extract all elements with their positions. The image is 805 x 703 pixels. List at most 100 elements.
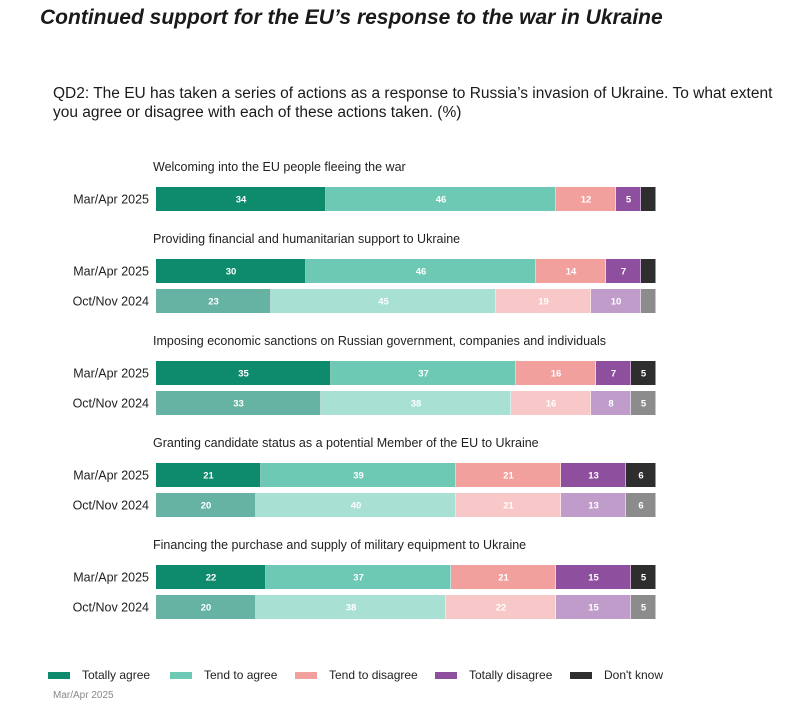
bar-segment — [626, 493, 656, 517]
bar-segment — [516, 361, 596, 385]
data-label: 45 — [378, 297, 389, 308]
group-label: Providing financial and humanitarian sup… — [153, 232, 460, 246]
bar-segment — [456, 463, 561, 487]
bar-segment — [266, 565, 451, 589]
bar-segment — [626, 463, 656, 487]
bar-segment — [496, 289, 591, 313]
data-label: 46 — [436, 195, 447, 206]
bar-segment — [631, 361, 656, 385]
data-label: 33 — [233, 399, 244, 410]
data-label: 35 — [238, 369, 249, 380]
data-label: 21 — [203, 471, 214, 482]
data-label: 7 — [621, 267, 626, 278]
bar-segment — [606, 259, 641, 283]
legend-swatch — [170, 671, 192, 679]
data-label: 19 — [538, 297, 549, 308]
legend-item-dont-know: Don't know — [570, 666, 663, 684]
legend-item-totally-disagree: Totally disagree — [435, 666, 552, 684]
group-label: Imposing economic sanctions on Russian g… — [153, 334, 606, 348]
data-label: 14 — [566, 267, 577, 278]
bar-segment — [156, 595, 256, 619]
bar-segment — [446, 595, 556, 619]
data-label: 20 — [201, 501, 212, 512]
data-label: 13 — [588, 501, 599, 512]
chart-title: Continued support for the EU’s response … — [40, 6, 663, 29]
period-label: Mar/Apr 2025 — [73, 469, 149, 483]
bar-segment — [596, 361, 631, 385]
period-label: Oct/Nov 2024 — [73, 499, 149, 513]
data-label: 22 — [496, 603, 507, 614]
legend-item-totally-agree: Totally agree — [48, 666, 150, 684]
period-label: Mar/Apr 2025 — [73, 367, 149, 381]
bar-segment — [321, 391, 511, 415]
bar-segment — [561, 463, 626, 487]
legend-swatch — [435, 671, 457, 679]
bar-segment — [156, 187, 326, 211]
data-label: 30 — [226, 267, 237, 278]
legend-swatch — [48, 671, 70, 679]
data-label: 8 — [608, 399, 613, 410]
bar-segment — [556, 565, 631, 589]
bar-segment — [261, 463, 456, 487]
data-label: 22 — [206, 573, 217, 584]
bar-segment — [256, 493, 456, 517]
bar-segment — [156, 289, 271, 313]
data-label: 39 — [353, 471, 364, 482]
bar-segment — [591, 391, 631, 415]
bar-segment — [556, 595, 631, 619]
data-label: 37 — [353, 573, 364, 584]
bar-segment — [156, 361, 331, 385]
period-label: Oct/Nov 2024 — [73, 397, 149, 411]
bar-segment — [326, 187, 556, 211]
legend-label: Don't know — [604, 668, 663, 682]
data-label: 7 — [611, 369, 616, 380]
bar-segment — [591, 289, 641, 313]
legend-label: Totally disagree — [469, 668, 553, 682]
bar-segment — [536, 259, 606, 283]
period-label: Mar/Apr 2025 — [73, 571, 149, 585]
bar-segment — [511, 391, 591, 415]
data-label: 38 — [346, 603, 357, 614]
data-label: 34 — [236, 195, 247, 206]
data-label: 37 — [418, 369, 429, 380]
bar-segment — [561, 493, 626, 517]
data-label: 13 — [588, 471, 599, 482]
data-label: 5 — [641, 369, 647, 380]
group-label: Financing the purchase and supply of mil… — [153, 538, 526, 552]
period-label: Oct/Nov 2024 — [73, 295, 149, 309]
bar-segment — [256, 595, 446, 619]
legend-swatch — [570, 671, 592, 679]
data-label: 21 — [503, 471, 514, 482]
data-label: 15 — [588, 573, 599, 584]
bar-segment — [156, 493, 256, 517]
data-label: 6 — [638, 501, 643, 512]
legend-item-tend-to-disagree: Tend to disagree — [295, 666, 418, 684]
period-label: Mar/Apr 2025 — [73, 265, 149, 279]
data-label: 21 — [498, 573, 509, 584]
bar-segment — [156, 565, 266, 589]
data-label: 5 — [641, 603, 647, 614]
period-label: Oct/Nov 2024 — [73, 601, 149, 615]
bar-segment — [451, 565, 556, 589]
legend: Totally agree Tend to agree Tend to disa… — [0, 666, 805, 684]
data-label: 16 — [551, 369, 562, 380]
data-label: 20 — [201, 603, 212, 614]
bar-segment — [556, 187, 616, 211]
data-label: 12 — [581, 195, 592, 206]
legend-swatch — [295, 671, 317, 679]
bar-segment — [631, 565, 656, 589]
bar-segment — [641, 289, 656, 313]
legend-label: Tend to disagree — [329, 668, 418, 682]
legend-label: Tend to agree — [204, 668, 278, 682]
data-label: 5 — [641, 399, 647, 410]
bar-segment — [641, 259, 656, 283]
stacked-bar-chart: Welcoming into the EU people fleeing the… — [73, 160, 656, 619]
data-label: 23 — [208, 297, 219, 308]
bar-segment — [156, 259, 306, 283]
data-label: 21 — [503, 501, 514, 512]
data-label: 15 — [588, 603, 599, 614]
bar-segment — [271, 289, 496, 313]
bar-segment — [306, 259, 536, 283]
legend-item-tend-to-agree: Tend to agree — [170, 666, 277, 684]
data-label: 46 — [416, 267, 427, 278]
